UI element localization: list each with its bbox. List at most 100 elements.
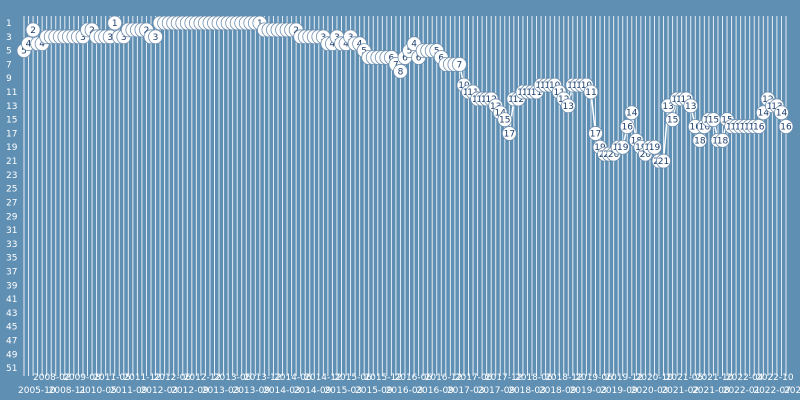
data-label: 13 xyxy=(563,102,574,112)
data-label: 15 xyxy=(708,116,719,126)
x-tick-label: 2018-09 xyxy=(539,386,577,396)
y-tick-label: 21 xyxy=(6,157,17,167)
x-tick-label: 2022-10 xyxy=(756,373,794,383)
data-label: 13 xyxy=(685,102,696,112)
data-label: 3 xyxy=(348,33,354,43)
x-tick-label: 2017-06 xyxy=(455,373,493,383)
data-label: 16 xyxy=(780,123,792,133)
data-point xyxy=(583,84,599,100)
x-tick-label: 2012-12 xyxy=(184,373,222,383)
data-point xyxy=(692,132,708,148)
x-tick-label: 2008-02 xyxy=(33,373,71,383)
data-label: 13 xyxy=(662,102,673,112)
x-tick-label: 2013-06 xyxy=(214,373,252,383)
data-label: 13 xyxy=(771,102,782,112)
data-label: 3 xyxy=(334,33,340,43)
x-tick-label: 2019-12 xyxy=(605,373,643,383)
x-tick-label: 2015-09 xyxy=(355,386,393,396)
data-label: 11 xyxy=(531,88,542,98)
data-label: 16 xyxy=(753,123,765,133)
data-label: 15 xyxy=(667,116,678,126)
data-label: 3 xyxy=(80,33,86,43)
x-tick-label: 2019-06 xyxy=(575,373,613,383)
x-tick-label: 2019-03 xyxy=(570,386,608,396)
data-label: 11 xyxy=(553,88,564,98)
data-label: 7 xyxy=(457,60,463,70)
data-point xyxy=(107,15,123,31)
y-axis-ticks: 1357911131517192123252729313335373941434… xyxy=(6,19,18,374)
data-label: 12 xyxy=(513,95,524,105)
y-tick-label: 43 xyxy=(6,309,17,319)
x-tick-label: 2021-02 xyxy=(661,386,699,396)
data-label: 2 xyxy=(89,26,95,36)
y-tick-label: 23 xyxy=(6,171,17,181)
x-tick-label: 2008-11 xyxy=(49,386,87,396)
series-rank: 5424433333333322333313322222331111111111… xyxy=(16,15,794,169)
data-point xyxy=(665,112,681,128)
y-tick-label: 19 xyxy=(6,143,18,153)
data-label: 18 xyxy=(717,136,729,146)
y-tick-label: 47 xyxy=(6,336,17,346)
x-tick-label: 2016-06 xyxy=(395,373,433,383)
x-tick-label: 2021-08 xyxy=(692,386,730,396)
data-label: 6 xyxy=(402,54,408,64)
data-label: 17 xyxy=(590,129,601,139)
data-point xyxy=(751,119,767,134)
data-label: 16 xyxy=(622,123,634,133)
x-tick-label: 2022-01 xyxy=(723,386,761,396)
x-tick-label: 2018-06 xyxy=(515,373,553,383)
x-tick-label: 2015-03 xyxy=(324,386,362,396)
data-label: 11 xyxy=(585,88,596,98)
data-label: 16 xyxy=(699,123,711,133)
x-tick-label: 2017-09 xyxy=(478,386,516,396)
x-tick-label: 2017-03 xyxy=(447,386,485,396)
y-tick-label: 39 xyxy=(6,281,18,291)
y-tick-label: 27 xyxy=(6,198,17,208)
x-tick-label: 2021-10 xyxy=(696,373,734,383)
data-label: 1 xyxy=(257,19,263,29)
y-tick-label: 5 xyxy=(6,47,12,57)
y-tick-label: 37 xyxy=(6,267,17,277)
data-label: 5 xyxy=(407,47,413,57)
y-tick-label: 15 xyxy=(6,116,17,126)
data-label: 3 xyxy=(320,33,326,43)
data-label: 4 xyxy=(26,40,32,50)
data-point xyxy=(715,132,730,148)
data-point xyxy=(619,119,635,134)
x-tick-label: 2020-03 xyxy=(631,386,669,396)
data-label: 4 xyxy=(343,40,349,50)
data-point xyxy=(25,22,41,38)
y-tick-label: 45 xyxy=(6,323,17,333)
x-tick-label: 2014-09 xyxy=(294,386,332,396)
y-tick-label: 31 xyxy=(6,226,17,236)
data-point xyxy=(497,112,513,128)
data-label: 12 xyxy=(762,95,773,105)
x-tick-label: 2016-03 xyxy=(386,386,424,396)
data-label: 12 xyxy=(680,95,691,105)
x-tick-label: 2012-09 xyxy=(171,386,209,396)
data-label: 2 xyxy=(30,26,36,36)
y-tick-label: 41 xyxy=(6,295,17,305)
x-tick-label: 2014-03 xyxy=(263,386,301,396)
y-tick-label: 33 xyxy=(6,240,17,250)
x-tick-label: 2013-12 xyxy=(244,373,282,383)
data-label: 6 xyxy=(416,54,422,64)
data-label: 1 xyxy=(112,19,118,29)
data-point xyxy=(393,63,408,79)
x-axis-ticks: 2008-022009-082011-052011-122012-062012-… xyxy=(18,373,800,396)
data-point xyxy=(501,126,517,141)
data-point xyxy=(588,126,603,141)
y-tick-label: 13 xyxy=(6,102,17,112)
data-label: 21 xyxy=(658,157,669,167)
data-label: 2 xyxy=(293,26,299,36)
x-tick-label: 2011-05 xyxy=(93,373,131,383)
data-label: 5 xyxy=(434,47,440,57)
y-tick-label: 25 xyxy=(6,185,17,195)
x-tick-label: 2011-09 xyxy=(110,386,148,396)
x-tick-label: 2016-09 xyxy=(416,386,454,396)
data-label: 14 xyxy=(758,109,770,119)
y-tick-label: 11 xyxy=(6,88,17,98)
x-tick-label: 2014-12 xyxy=(304,373,342,383)
data-label: 16 xyxy=(690,123,702,133)
